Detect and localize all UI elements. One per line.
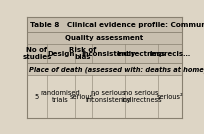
Text: Design: Design — [47, 51, 74, 57]
Text: serious²: serious² — [156, 94, 183, 100]
Text: no serious
inconsistency: no serious inconsistency — [85, 90, 131, 103]
Text: Indirectness: Indirectness — [117, 51, 166, 57]
Text: Place of death (assessed with: deaths at home): Place of death (assessed with: deaths at… — [29, 66, 204, 72]
Text: 5: 5 — [35, 94, 39, 100]
Text: No of
studies: No of studies — [22, 47, 52, 60]
Text: serious¹: serious¹ — [70, 94, 96, 100]
Bar — [27, 63, 182, 75]
Bar — [27, 17, 182, 32]
Bar — [27, 75, 182, 118]
Text: no serious
indirectness: no serious indirectness — [121, 90, 162, 103]
Text: randomised
trials: randomised trials — [41, 90, 81, 103]
Text: Risk of
bias: Risk of bias — [69, 47, 97, 60]
Bar — [27, 44, 182, 63]
Text: Table 8   Clinical evidence profile: Community palliative ver…: Table 8 Clinical evidence profile: Commu… — [30, 22, 204, 28]
Text: Quality assessment: Quality assessment — [65, 35, 144, 41]
Bar — [27, 32, 182, 44]
Text: Inconsistency: Inconsistency — [81, 51, 135, 57]
Text: Imprecis…: Imprecis… — [149, 51, 191, 57]
